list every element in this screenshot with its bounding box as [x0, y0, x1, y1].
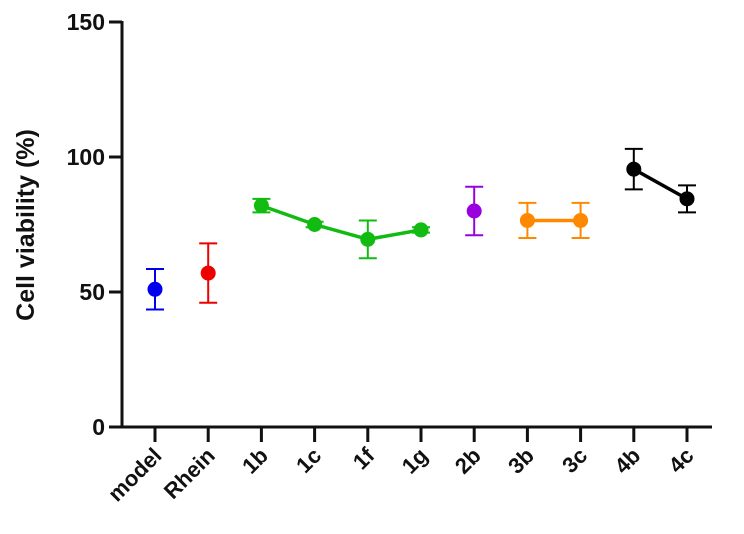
series-model: [146, 268, 164, 311]
data-point-4c: [679, 191, 695, 207]
series-Rhein: [199, 242, 218, 304]
x-tick-label: Rhein: [159, 443, 220, 504]
x-tick-label: 1b: [237, 443, 273, 479]
x-tick-label: 3c: [557, 443, 592, 478]
y-tick-label: 150: [67, 9, 105, 35]
data-point-1f: [360, 231, 376, 247]
x-tick-label: 1g: [397, 443, 433, 479]
y-axis-label: Cell viability (%): [12, 129, 40, 321]
y-tick-label: 100: [67, 144, 105, 170]
connecting-line: [260, 203, 422, 242]
series-2: [465, 185, 484, 237]
data-point-4b: [626, 161, 642, 177]
data-series: [146, 147, 696, 311]
x-tick-label: 1c: [291, 443, 326, 478]
data-point-2b: [466, 203, 482, 219]
x-tick-label: model: [103, 443, 166, 506]
y-tick-label: 50: [79, 279, 105, 305]
data-point-3b: [519, 212, 535, 228]
x-tick-label: 3b: [503, 443, 539, 479]
connecting-line: [632, 167, 688, 201]
x-tick-label: 1f: [348, 442, 380, 474]
x-tick-label: 4c: [664, 443, 699, 478]
x-tick-label: 2b: [450, 443, 486, 479]
series-1: [252, 197, 430, 260]
x-tick-label: 4b: [609, 443, 645, 479]
series-4: [624, 147, 696, 214]
series-3: [518, 201, 590, 239]
data-point-Rhein: [200, 265, 216, 281]
data-point-1c: [307, 217, 323, 232]
data-point-3c: [573, 212, 589, 228]
y-tick-label: 0: [92, 414, 105, 440]
data-point-1g: [413, 222, 429, 238]
data-point-model: [147, 281, 163, 297]
data-point-1b: [253, 198, 269, 214]
